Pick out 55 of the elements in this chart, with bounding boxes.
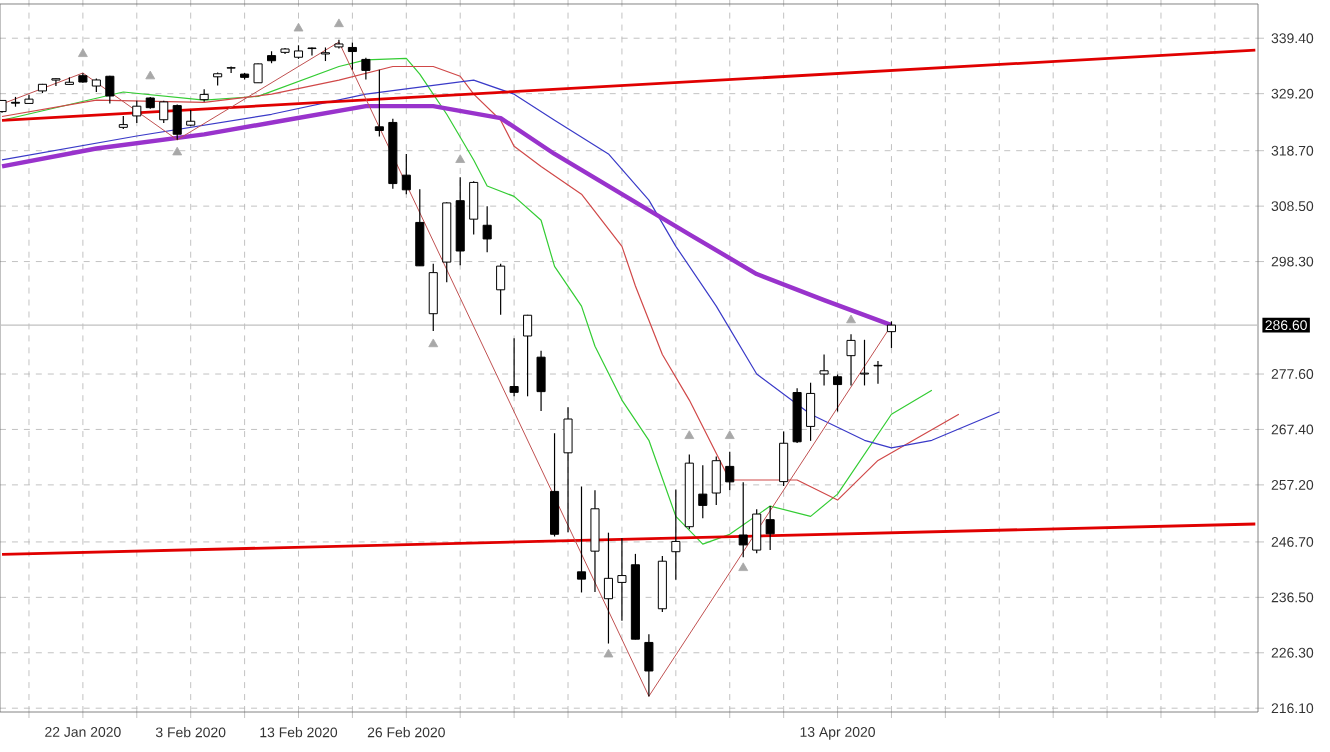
candlestick [698, 464, 708, 519]
candlestick [401, 153, 411, 195]
point [738, 562, 749, 571]
candlestick [415, 188, 425, 267]
point [172, 146, 183, 156]
candlestick [819, 353, 829, 387]
candlestick [172, 103, 182, 141]
candlestick [779, 431, 789, 487]
candlestick [226, 65, 236, 74]
point [846, 314, 856, 324]
candlestick [105, 75, 115, 105]
point [684, 430, 695, 439]
candlestick [347, 41, 357, 71]
point [428, 338, 439, 348]
point [293, 22, 304, 32]
candlestick [617, 537, 627, 622]
point [145, 70, 156, 80]
candlestick [846, 333, 856, 387]
point [455, 154, 466, 163]
candlestick [833, 373, 843, 413]
candlestick [307, 46, 317, 57]
candlestick [132, 100, 142, 124]
candlestick [711, 456, 721, 506]
candlestick [563, 406, 573, 533]
candlestick [657, 555, 667, 613]
point [77, 48, 88, 57]
candlestick [738, 481, 748, 558]
candlestick [482, 205, 492, 253]
candlestick [496, 263, 506, 316]
candlestick [765, 505, 775, 551]
point [603, 648, 614, 658]
candlestick [51, 77, 61, 87]
point [724, 430, 735, 439]
candlestick [509, 337, 519, 397]
candlestick [873, 360, 883, 385]
candlestick [752, 508, 762, 554]
candlestick [550, 432, 560, 538]
line-series [1, 79, 1000, 449]
candlestick [590, 489, 600, 593]
candlestick [806, 382, 816, 442]
candlestick [886, 320, 896, 349]
candlestick [576, 485, 587, 594]
candlestick [859, 339, 870, 387]
candlestick [536, 350, 546, 412]
candlestick [523, 314, 533, 397]
candlestick [644, 633, 654, 698]
candlestick [725, 451, 735, 491]
candlestick [374, 69, 384, 138]
candlestick [428, 263, 438, 332]
candlestick [253, 62, 263, 84]
candlestick [671, 488, 681, 581]
candlestick [469, 180, 479, 235]
candlestick [361, 57, 371, 81]
point [334, 18, 344, 28]
candlestick [603, 532, 613, 645]
